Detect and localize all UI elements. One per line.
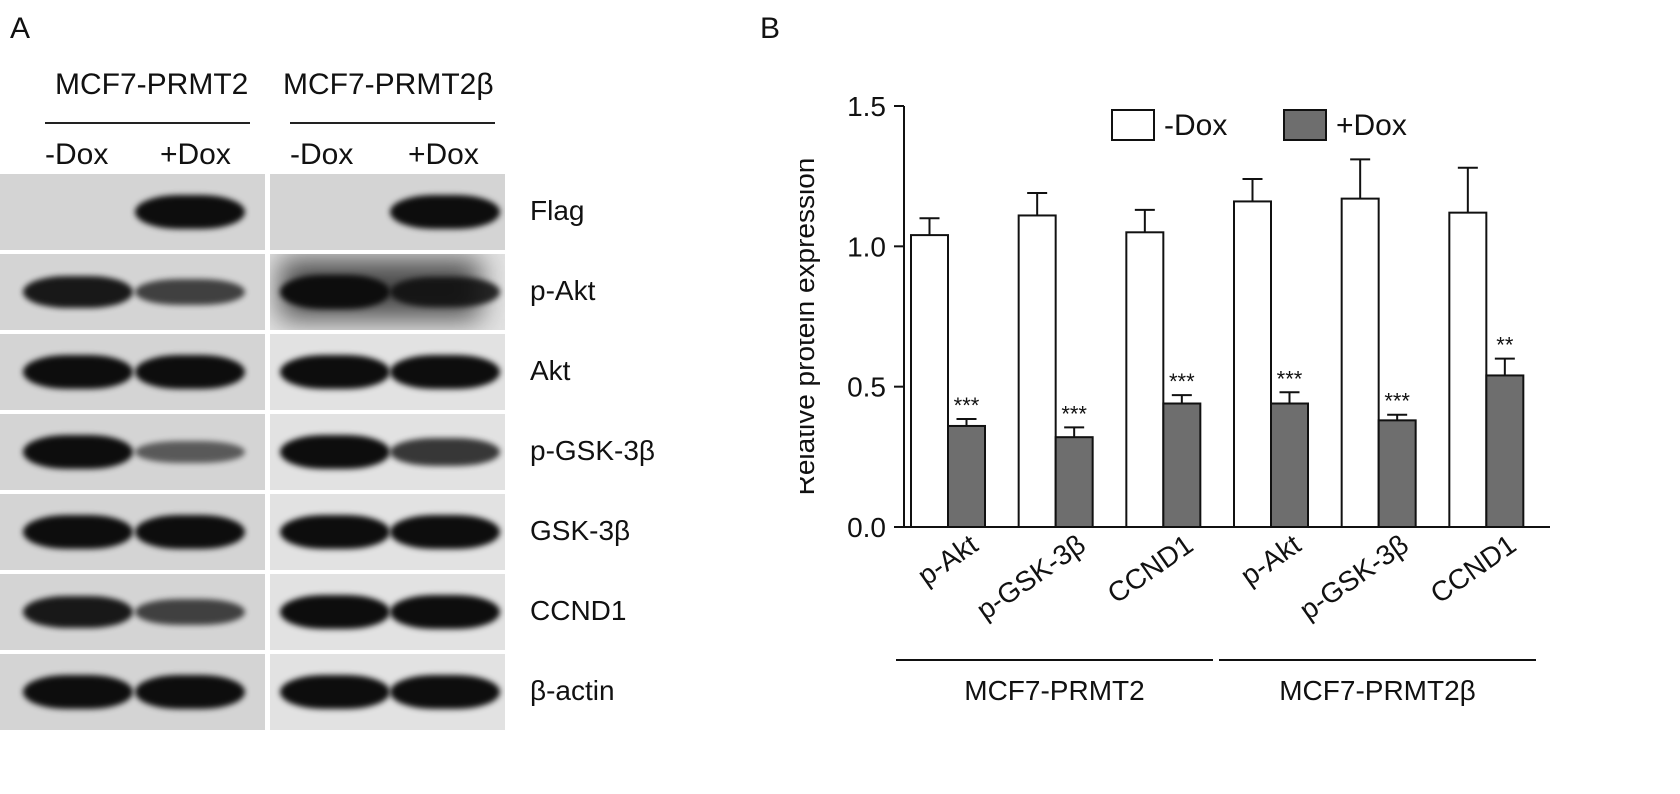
x-tick-label: p-GSK-3β <box>971 529 1091 626</box>
protein-band <box>280 675 390 709</box>
blot-strip <box>0 574 265 650</box>
protein-band <box>23 596 133 628</box>
significance-label: *** <box>1169 369 1195 394</box>
protein-band <box>135 441 245 463</box>
group-rule-prmt2 <box>45 122 250 124</box>
group-rule-prmt2b <box>290 122 495 124</box>
blot-row-label: Akt <box>530 355 571 386</box>
y-tick-label: 0.5 <box>847 372 886 403</box>
group-header-prmt2: MCF7-PRMT2 <box>55 68 249 101</box>
group-header-prmt2b: MCF7-PRMT2β <box>283 68 494 101</box>
protein-band <box>135 355 245 389</box>
blot-strip <box>0 174 265 250</box>
condition-label: -Dox <box>290 138 354 171</box>
blot-row-label: β-actin <box>530 675 615 706</box>
protein-band <box>390 195 500 229</box>
legend-label: +Dox <box>1336 109 1407 142</box>
significance-label: *** <box>954 393 980 418</box>
blot-strip <box>270 574 505 650</box>
bar <box>1340 197 1380 528</box>
x-tick-label: p-Akt <box>1235 528 1306 591</box>
blot-strip <box>0 254 265 330</box>
protein-band <box>390 277 500 307</box>
protein-band <box>23 276 133 308</box>
blot-strip <box>0 334 265 410</box>
protein-band <box>23 435 133 469</box>
blot-strip <box>0 414 265 490</box>
legend-swatch <box>1111 109 1155 141</box>
blot-strip <box>270 494 505 570</box>
protein-band <box>135 279 245 305</box>
protein-band <box>135 675 245 709</box>
panel-a-letter: A <box>10 12 31 45</box>
bar <box>1233 200 1272 528</box>
group-label: MCF7-PRMT2 <box>964 675 1144 706</box>
bar <box>1162 402 1202 528</box>
protein-band <box>23 355 133 389</box>
blot-row-label: GSK-3β <box>530 515 631 546</box>
blot-strip <box>0 654 265 730</box>
bar <box>1270 402 1309 528</box>
legend-swatch <box>1283 109 1327 141</box>
x-tick-label: CCND1 <box>1102 529 1199 610</box>
blot-strip <box>270 334 505 410</box>
significance-label: ** <box>1496 333 1514 358</box>
blot-row-label: Flag <box>530 195 585 226</box>
protein-band <box>280 355 390 389</box>
protein-band <box>390 595 500 629</box>
x-tick-label: p-Akt <box>912 528 983 591</box>
protein-band <box>280 515 390 549</box>
bar <box>947 424 986 528</box>
condition-label: +Dox <box>408 138 479 171</box>
bar <box>1448 211 1488 529</box>
protein-band <box>280 435 390 469</box>
y-tick-label: 1.5 <box>847 91 886 122</box>
blot-row-label: p-GSK-3β <box>530 435 656 466</box>
protein-band <box>135 599 245 625</box>
panel-b-letter: B <box>760 12 781 45</box>
protein-band <box>280 595 390 629</box>
y-tick-label: 0.0 <box>847 512 886 543</box>
protein-band <box>390 675 500 709</box>
blot-strip <box>270 254 505 330</box>
condition-label: -Dox <box>45 138 109 171</box>
blot-row-label: CCND1 <box>530 595 627 626</box>
bar <box>1377 419 1417 529</box>
significance-label: *** <box>1277 366 1303 391</box>
y-axis-label: Relative protein expression <box>800 158 820 496</box>
legend-label: -Dox <box>1164 109 1227 142</box>
bar <box>910 234 949 529</box>
x-tick-label: CCND1 <box>1425 529 1522 610</box>
significance-label: *** <box>1384 389 1410 414</box>
protein-band <box>23 675 133 709</box>
bar <box>1017 214 1057 529</box>
blot-row-label: p-Akt <box>530 275 596 306</box>
bar <box>1054 436 1094 529</box>
protein-band <box>135 515 245 549</box>
protein-band <box>280 275 390 309</box>
protein-band <box>135 195 245 229</box>
blot-strip <box>270 174 505 250</box>
x-tick-label: p-GSK-3β <box>1294 529 1414 626</box>
condition-label: +Dox <box>160 138 231 171</box>
blot-strip <box>270 414 505 490</box>
blot-strip <box>270 654 505 730</box>
group-label: MCF7-PRMT2β <box>1279 675 1476 706</box>
bar <box>1485 374 1525 528</box>
protein-band <box>390 515 500 549</box>
blot-strip <box>0 494 265 570</box>
protein-band <box>390 438 500 466</box>
protein-band <box>390 355 500 389</box>
significance-label: *** <box>1061 401 1087 426</box>
bar-chart: 0.0 0.5 1.0 1.5 Relative protein expression *… <box>800 91 1550 706</box>
protein-band <box>23 515 133 549</box>
bar <box>1125 231 1165 529</box>
y-tick-label: 1.0 <box>847 231 886 262</box>
